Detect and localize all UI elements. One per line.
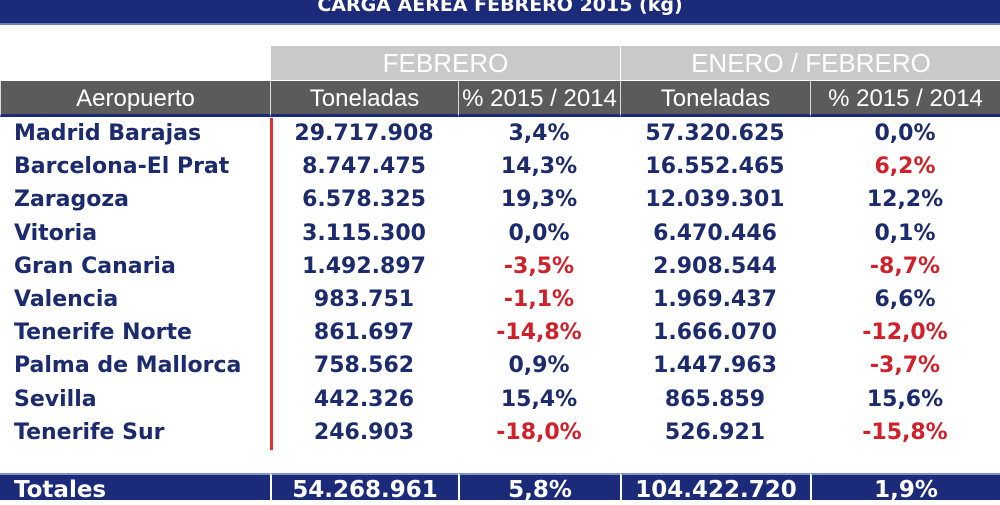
pct-feb: -1,1%	[503, 287, 575, 312]
totals-label: Totales	[0, 473, 270, 503]
column-divider	[270, 118, 273, 450]
pct-ene-feb: 15,6%	[866, 386, 944, 412]
toneladas-feb: 758.562	[313, 353, 415, 379]
pct-feb: 0,0%	[508, 220, 570, 246]
toneladas-ene-feb: 1.969.437	[653, 287, 777, 312]
toneladas-ene-feb: 12.039.301	[645, 187, 785, 213]
toneladas-ene-feb: 57.320.625	[645, 121, 785, 146]
col-header-toneladas-ene-feb: Toneladas	[620, 81, 810, 117]
table-row: Barcelona-El Prat 8.747.475 14,3% 16.552.46…	[0, 150, 1000, 183]
toneladas-feb: 6.578.325	[302, 187, 426, 213]
airport-name: Barcelona-El Prat	[14, 154, 230, 180]
toneladas-ene-feb: 16.552.465	[645, 154, 785, 180]
table-row: Sevilla 442.326 15,4% 865.859 15,6%	[0, 383, 1000, 416]
table-row: Palma de Mallorca 758.562 0,9% 1.447.963 -3,…	[0, 349, 1000, 382]
pct-ene-feb: 6,6%	[874, 287, 936, 312]
airport-name: Gran Canaria	[14, 253, 176, 279]
airport-name: Vitoria	[14, 220, 98, 246]
toneladas-ene-feb: 2.908.544	[653, 253, 777, 279]
col-header-pct-ene-feb: % 2015 / 2014	[810, 81, 1000, 117]
totals-toneladas-feb: 54.268.961	[270, 473, 458, 503]
pct-ene-feb: -3,7%	[869, 353, 941, 379]
toneladas-ene-feb: 1.666.070	[653, 320, 777, 346]
totals-pct-ene-feb: 1,9%	[810, 473, 1000, 503]
table-row: Madrid Barajas 29.717.908 3,4% 57.320.625 0,…	[0, 117, 1000, 150]
group-header-febrero: FEBRERO	[270, 46, 620, 80]
pct-feb: 0,9%	[508, 353, 570, 379]
airport-name: Palma de Mallorca	[14, 353, 242, 379]
toneladas-feb: 8.747.475	[302, 154, 426, 180]
toneladas-feb: 3.115.300	[302, 220, 426, 246]
pct-feb: 19,3%	[500, 187, 578, 213]
toneladas-feb: 983.751	[313, 287, 415, 312]
pct-ene-feb: -8,7%	[869, 253, 941, 279]
toneladas-ene-feb: 865.859	[664, 386, 766, 412]
pct-feb: -14,8%	[496, 320, 582, 346]
table-row: Zaragoza 6.578.325 19,3% 12.039.301 12,2%	[0, 183, 1000, 216]
col-header-pct-feb: % 2015 / 2014	[458, 81, 620, 117]
toneladas-ene-feb: 526.921	[664, 419, 766, 445]
pct-ene-feb: -12,0%	[862, 320, 948, 346]
table-row: Tenerife Norte 861.697 -14,8% 1.666.070 -12,…	[0, 316, 1000, 349]
totals-pct-feb: 5,8%	[458, 473, 620, 503]
pct-ene-feb: 0,0%	[874, 121, 936, 146]
airport-name: Madrid Barajas	[14, 121, 202, 146]
pct-ene-feb: 6,2%	[874, 154, 936, 180]
airport-name: Sevilla	[14, 386, 97, 412]
airport-name: Valencia	[14, 287, 119, 312]
pct-ene-feb: -15,8%	[862, 419, 948, 445]
airport-name: Zaragoza	[14, 187, 130, 213]
toneladas-feb: 1.492.897	[302, 253, 426, 279]
table-row: Vitoria 3.115.300 0,0% 6.470.446 0,1%	[0, 217, 1000, 250]
pct-ene-feb: 12,2%	[866, 187, 944, 213]
toneladas-ene-feb: 1.447.963	[653, 353, 777, 379]
pct-feb: 3,4%	[508, 121, 570, 146]
table-row: Tenerife Sur 246.903 -18,0% 526.921 -15,8%	[0, 416, 1000, 449]
toneladas-feb: 861.697	[313, 320, 415, 346]
col-header-aeropuerto: Aeropuerto	[0, 81, 270, 117]
toneladas-feb: 246.903	[313, 419, 415, 445]
page-title: CARGA AEREA FEBRERO 2015 (kg)	[0, 0, 1000, 25]
pct-feb: -18,0%	[496, 419, 582, 445]
table-row: Gran Canaria 1.492.897 -3,5% 2.908.544 -8,7%	[0, 250, 1000, 283]
pct-ene-feb: 0,1%	[874, 220, 936, 246]
toneladas-feb: 29.717.908	[294, 121, 434, 146]
airport-name: Tenerife Norte	[14, 320, 192, 346]
pct-feb: 14,3%	[500, 154, 578, 180]
pct-feb: -3,5%	[503, 253, 575, 279]
toneladas-feb: 442.326	[313, 386, 415, 412]
table-row: Valencia 983.751 -1,1% 1.969.437 6,6%	[0, 283, 1000, 316]
toneladas-ene-feb: 6.470.446	[653, 220, 777, 246]
col-header-toneladas-feb: Toneladas	[270, 81, 458, 117]
totals-toneladas-ene-feb: 104.422.720	[620, 473, 810, 503]
group-header-enero-febrero: ENERO / FEBRERO	[620, 46, 1000, 80]
pct-feb: 15,4%	[500, 386, 578, 412]
airport-name: Tenerife Sur	[14, 419, 165, 445]
